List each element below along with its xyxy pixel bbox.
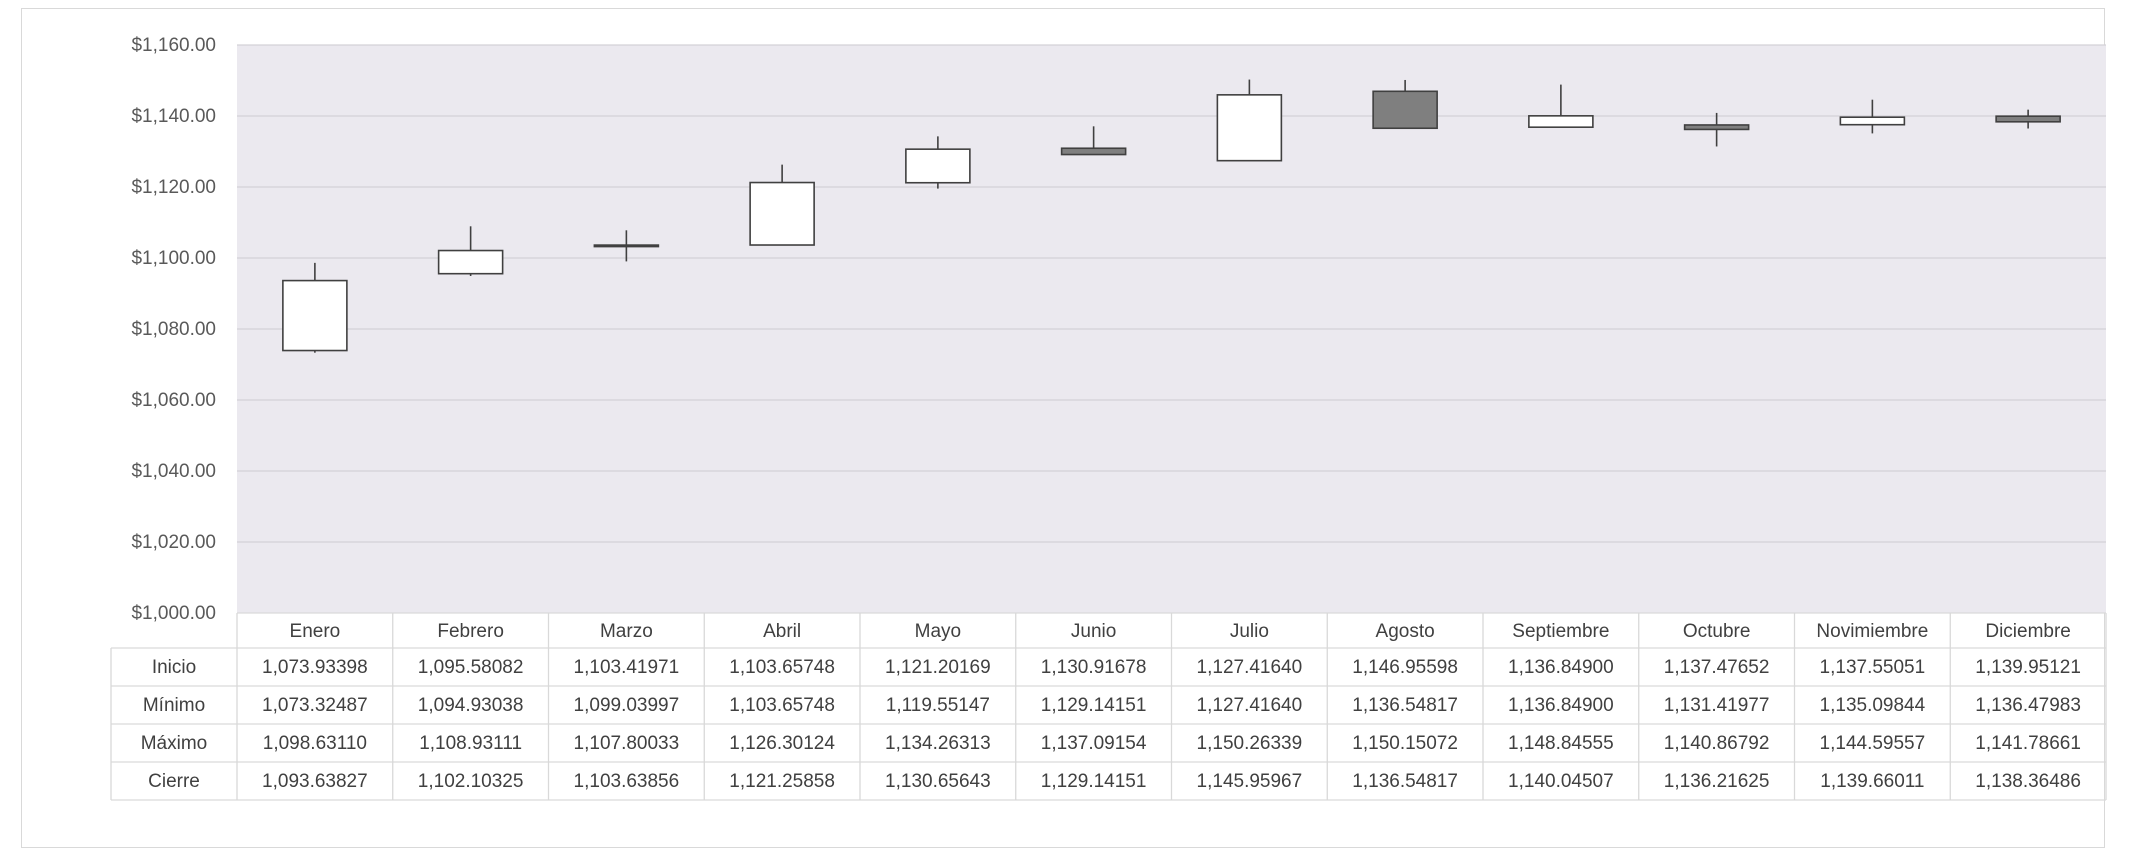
table-cell: 1,103.65748 [729,657,835,678]
table-cell: 1,141.78661 [1975,733,2081,754]
table-cell: 1,148.84555 [1508,733,1614,754]
table-cell: 1,126.30124 [729,733,835,754]
y-tick-label: $1,040.00 [131,461,216,482]
x-category-label: Julio [1230,621,1269,642]
table-cell: 1,103.65748 [729,695,835,716]
y-tick-label: $1,080.00 [131,319,216,340]
table-cell: 1,134.26313 [885,733,991,754]
table-cell: 1,121.20169 [885,657,991,678]
candle-body [282,279,348,352]
x-category-label: Agosto [1376,621,1435,642]
y-tick-label: $1,100.00 [131,248,216,269]
table-cell: 1,130.91678 [1041,657,1147,678]
table-cell: 1,137.55051 [1820,657,1926,678]
table-cell: 1,136.21625 [1664,771,1770,792]
x-category-label: Junio [1071,621,1116,642]
table-cell: 1,094.93038 [418,695,524,716]
y-tick-label: $1,020.00 [131,532,216,553]
y-tick-label: $1,060.00 [131,390,216,411]
table-cell: 1,099.03997 [574,695,680,716]
table-cell: 1,136.54817 [1352,771,1458,792]
x-category-label: Febrero [437,621,504,642]
candle-body [1060,147,1127,156]
table-cell: 1,137.09154 [1041,733,1147,754]
x-category-label: Octubre [1683,621,1751,642]
candle-body [749,181,815,246]
table-cell: 1,137.47652 [1664,657,1770,678]
table-cell: 1,073.32487 [262,695,368,716]
candle-body [1372,90,1438,130]
table-cell: 1,103.41971 [574,657,680,678]
x-category-label: Mayo [915,621,961,642]
candle-body [1995,115,2061,123]
table-cell: 1,093.63827 [262,771,368,792]
x-category-label: Enero [290,621,341,642]
table-cell: 1,136.47983 [1975,695,2081,716]
table-cell: 1,150.15072 [1352,733,1458,754]
table-cell: 1,140.86792 [1664,733,1770,754]
table-cell: 1,129.14151 [1041,695,1147,716]
table-row-label: Máximo [141,733,208,754]
table-cell: 1,095.58082 [418,657,524,678]
y-tick-label: $1,160.00 [131,35,216,56]
table-cell: 1,130.65643 [885,771,991,792]
table-cell: 1,103.63856 [574,771,680,792]
table-cell: 1,139.95121 [1975,657,2081,678]
table-cell: 1,107.80033 [574,733,680,754]
table-row-label: Cierre [148,771,200,792]
table-row-label: Mínimo [143,695,205,716]
table-cell: 1,131.41977 [1664,695,1770,716]
candle-body [1528,115,1594,128]
table-cell: 1,136.84900 [1508,657,1614,678]
table-cell: 1,129.14151 [1041,771,1147,792]
candle-body [1839,116,1906,126]
candle-body [593,244,660,248]
table-cell: 1,127.41640 [1197,695,1303,716]
table-cell: 1,140.04507 [1508,771,1614,792]
y-tick-label: $1,120.00 [131,177,216,198]
table-cell: 1,139.66011 [1820,771,1924,792]
candle-body [1683,124,1750,131]
table-cell: 1,073.93398 [262,657,368,678]
x-category-label: Diciembre [1985,621,2071,642]
table-cell: 1,119.55147 [886,695,990,716]
candle-body [1216,94,1283,162]
x-category-label: Abril [763,621,801,642]
table-cell: 1,098.63110 [263,733,367,754]
x-category-label: Septiembre [1512,621,1609,642]
table-cell: 1,144.59557 [1820,733,1926,754]
table-row-label: Inicio [152,657,196,678]
table-cell: 1,150.26339 [1197,733,1303,754]
table-cell: 1,135.09844 [1820,695,1926,716]
y-tick-label: $1,000.00 [131,603,216,624]
table-cell: 1,102.10325 [418,771,524,792]
table-cell: 1,136.84900 [1508,695,1614,716]
table-cell: 1,127.41640 [1197,657,1303,678]
x-category-label: Novimiembre [1816,621,1928,642]
table-cell: 1,138.36486 [1975,771,2081,792]
candle-body [437,249,504,275]
table-cell: 1,145.95967 [1197,771,1303,792]
table-cell: 1,136.54817 [1352,695,1458,716]
table-cell: 1,121.25858 [729,771,835,792]
x-category-label: Marzo [600,621,653,642]
table-cell: 1,108.93111 [419,733,522,754]
table-cell: 1,146.95598 [1352,657,1458,678]
y-tick-label: $1,140.00 [131,106,216,127]
candle-body [905,148,971,184]
